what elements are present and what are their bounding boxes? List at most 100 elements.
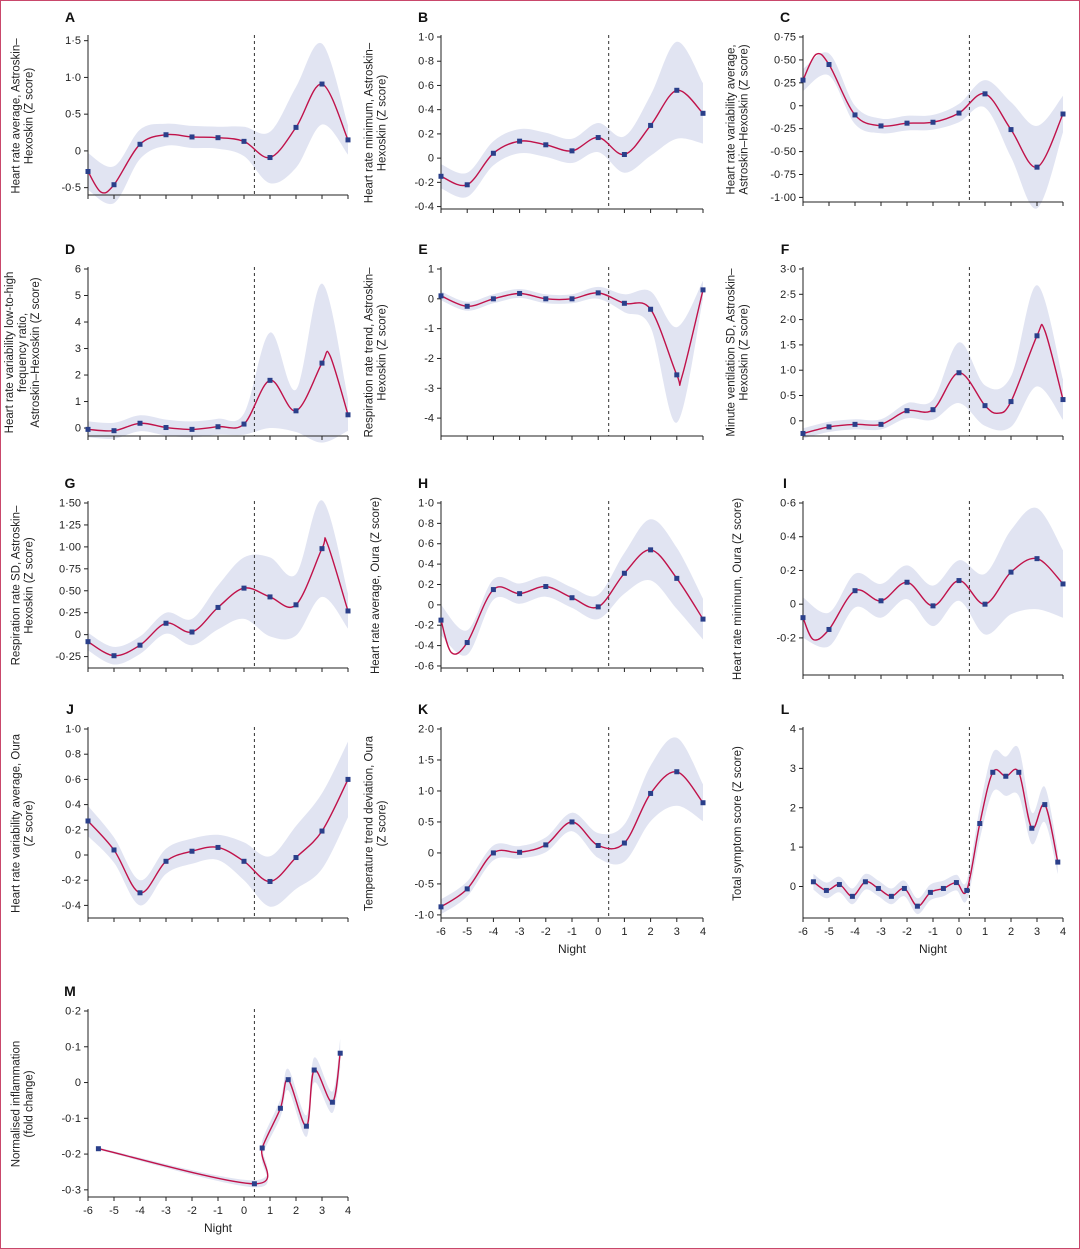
y-axis-label: Respiration rate SD, Astroskin– — [11, 505, 23, 665]
data-point — [267, 377, 273, 383]
x-tick-label: -5 — [462, 926, 472, 938]
y-tick-label: 0 — [790, 415, 796, 427]
data-point — [285, 1077, 291, 1083]
data-point — [878, 123, 884, 129]
data-point — [464, 182, 470, 188]
y-tick-label: -0·2 — [61, 875, 81, 887]
x-tick-label: -3 — [876, 926, 886, 938]
data-point — [293, 408, 299, 414]
data-point — [1060, 111, 1066, 117]
data-point — [241, 858, 247, 864]
y-tick-label: 0·5 — [418, 816, 434, 828]
y-tick-label: 3·0 — [780, 264, 796, 276]
data-point — [345, 776, 351, 782]
data-point — [241, 138, 247, 144]
data-point — [189, 629, 195, 635]
data-point — [464, 303, 470, 309]
x-tick-label: -2 — [541, 926, 551, 938]
y-tick-label: 2·0 — [780, 314, 796, 326]
data-point — [648, 547, 654, 553]
y-axis-label: (fold change) — [24, 1070, 36, 1137]
data-point — [901, 885, 907, 891]
data-point — [810, 879, 816, 885]
data-point — [85, 168, 91, 174]
data-point — [826, 626, 832, 632]
x-tick-label: -3 — [515, 926, 525, 938]
confidence-band — [88, 283, 348, 443]
y-tick-label: 0·2 — [780, 565, 796, 577]
panel-letter: A — [65, 9, 75, 25]
data-point — [982, 601, 988, 607]
x-tick-label: 2 — [293, 1205, 299, 1217]
x-tick-label: 2 — [648, 926, 654, 938]
y-tick-label: 0 — [790, 599, 796, 611]
y-tick-label: 0·6 — [418, 538, 434, 550]
y-tick-label: -0·50 — [770, 146, 796, 158]
data-point — [438, 173, 444, 179]
data-point — [956, 370, 962, 376]
y-tick-label: 0 — [75, 145, 81, 157]
data-point — [259, 1145, 265, 1151]
data-point — [964, 887, 970, 893]
data-point — [930, 119, 936, 125]
data-point — [490, 850, 496, 856]
data-point — [674, 769, 680, 775]
panel-letter: D — [65, 241, 75, 257]
data-point — [163, 858, 169, 864]
y-tick-label: 0 — [75, 1077, 81, 1089]
data-point — [904, 579, 910, 585]
data-point — [85, 639, 91, 645]
y-tick-label: 1·0 — [418, 32, 434, 44]
data-point — [862, 879, 868, 885]
y-axis-label: (Z score) — [24, 800, 36, 846]
data-point — [569, 819, 575, 825]
y-axis-label: Heart rate average, Oura (Z score) — [370, 497, 382, 674]
data-point — [517, 138, 523, 144]
data-point — [345, 137, 351, 143]
data-point — [189, 848, 195, 854]
data-point — [319, 546, 325, 552]
data-point — [490, 150, 496, 156]
data-point — [111, 847, 117, 853]
data-point — [982, 91, 988, 97]
confidence-band — [88, 741, 348, 907]
data-point — [293, 124, 299, 130]
data-point — [137, 141, 143, 147]
y-axis-label: Heart rate average, Astroskin– — [11, 38, 23, 194]
y-tick-label: 0·4 — [418, 559, 434, 571]
data-point — [163, 620, 169, 626]
y-tick-label: 0·2 — [418, 579, 434, 591]
data-point — [569, 148, 575, 154]
data-point — [293, 855, 299, 861]
y-tick-label: 0·4 — [780, 531, 796, 543]
y-tick-label: 0 — [428, 599, 434, 611]
data-point — [1008, 399, 1014, 405]
y-tick-label: -2 — [424, 353, 434, 365]
y-tick-label: 1·50 — [59, 498, 81, 510]
y-tick-label: 1·0 — [418, 498, 434, 510]
y-tick-label: 1·0 — [780, 365, 796, 377]
data-point — [464, 886, 470, 892]
x-tick-label: 0 — [595, 926, 601, 938]
y-tick-label: -4 — [424, 413, 434, 425]
confidence-band — [441, 519, 703, 656]
x-tick-label: 1 — [621, 926, 627, 938]
data-point — [241, 585, 247, 591]
data-point — [700, 616, 706, 622]
data-point — [800, 77, 806, 83]
panel-a: -0·5 0 0·5 1·0 1·5 A Heart rate average, Astro… — [11, 9, 351, 205]
data-point — [595, 290, 601, 296]
data-point — [189, 134, 195, 140]
y-axis-label: Respiration rate trend, Astroskin– — [364, 267, 376, 438]
y-tick-label: -0·2 — [61, 1149, 81, 1161]
data-point — [163, 425, 169, 431]
x-tick-label: -4 — [489, 926, 499, 938]
y-tick-label: 0·1 — [65, 1041, 81, 1053]
data-point — [956, 110, 962, 116]
y-tick-label: 6 — [75, 264, 81, 276]
data-point — [823, 887, 829, 893]
x-tick-label: 3 — [319, 1205, 325, 1217]
data-point — [878, 598, 884, 604]
panel-letter: L — [781, 701, 790, 717]
data-point — [319, 360, 325, 366]
